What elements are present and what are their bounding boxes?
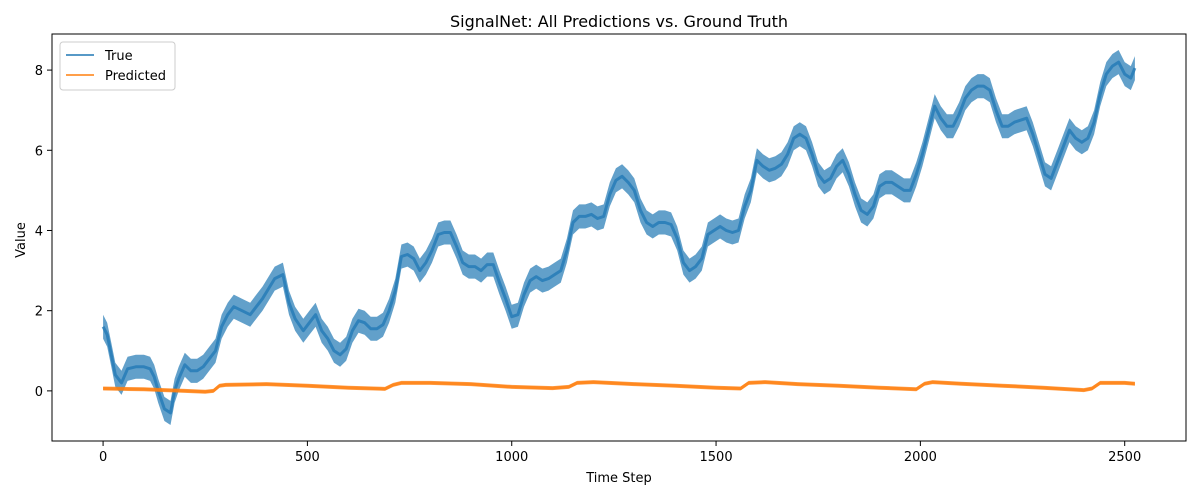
x-axis: 0 500 1000 1500 2000 2500 — [99, 441, 1141, 465]
x-axis-label: Time Step — [585, 471, 652, 486]
plot-frame — [51, 33, 1187, 442]
series-band-true — [103, 50, 1135, 425]
x-tick-label: 2500 — [1108, 450, 1141, 465]
y-tick-label: 2 — [35, 305, 43, 320]
x-tick-label: 0 — [99, 450, 107, 465]
y-tick-label: 4 — [35, 224, 43, 239]
series-line-true — [101, 60, 1137, 415]
y-tick-label: 0 — [35, 385, 43, 400]
legend: True Predicted — [59, 41, 176, 91]
y-axis-label: Value — [14, 222, 29, 258]
series-layer — [101, 50, 1137, 425]
x-tick-label: 1000 — [495, 450, 528, 465]
x-tick-label: 2000 — [904, 450, 937, 465]
chart-title: SignalNet: All Predictions vs. Ground Tr… — [450, 12, 788, 31]
plot-background — [52, 34, 1186, 441]
x-tick-label: 500 — [295, 450, 320, 465]
y-axis: 0 2 4 6 8 — [35, 64, 52, 400]
x-tick-label: 1500 — [700, 450, 733, 465]
series-line-predicted — [103, 380, 1136, 394]
y-tick-label: 6 — [35, 144, 43, 159]
legend-label-true: True — [104, 49, 133, 64]
legend-label-predicted: Predicted — [105, 69, 166, 84]
y-tick-label: 8 — [35, 64, 43, 79]
